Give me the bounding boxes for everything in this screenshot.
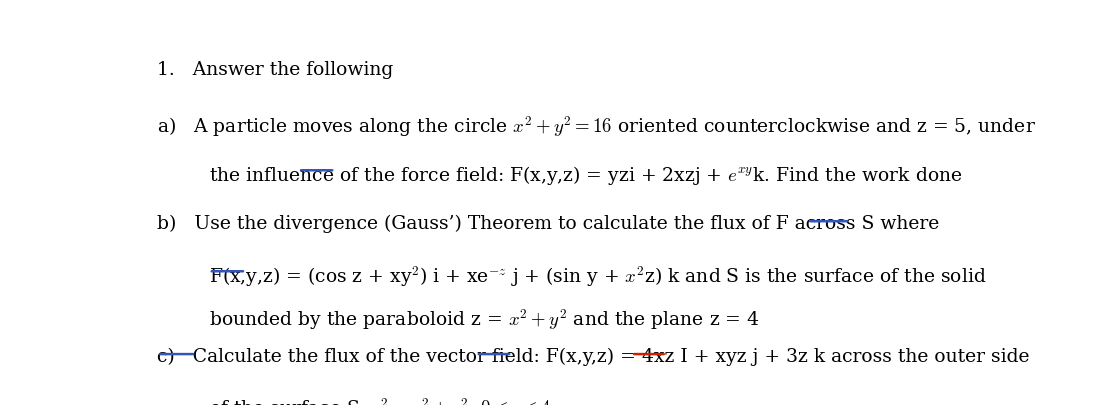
Text: 1.   Answer the following: 1. Answer the following	[157, 61, 393, 79]
Text: c)   Calculate the flux of the vector field: F(x,y,z) = 4xz I + xyz j + 3z k acr: c) Calculate the flux of the vector fiel…	[157, 346, 1030, 364]
Text: of the surface S, $z^2 = x^2 + y^2$, $0 \leq z \leq 4$: of the surface S, $z^2 = x^2 + y^2$, $0 …	[209, 395, 552, 405]
Text: F(x,y,z) = (cos z + xy$^2$) i + xe$^{-z}$ j + (sin y + $x^2$z) k and S is the su: F(x,y,z) = (cos z + xy$^2$) i + xe$^{-z}…	[209, 264, 986, 289]
Text: bounded by the paraboloid z = $x^2 + y^2$ and the plane z = 4: bounded by the paraboloid z = $x^2 + y^2…	[209, 306, 760, 331]
Text: the influence of the force field: F(x,y,z) = yzi + 2xzj + $e^{xy}$k. Find the wo: the influence of the force field: F(x,y,…	[209, 164, 963, 187]
Text: b)   Use the divergence (Gauss’) Theorem to calculate the flux of F across S whe: b) Use the divergence (Gauss’) Theorem t…	[157, 214, 940, 232]
Text: a)   A particle moves along the circle $x^2 + y^2 = 16$ oriented counterclockwis: a) A particle moves along the circle $x^…	[157, 114, 1036, 139]
